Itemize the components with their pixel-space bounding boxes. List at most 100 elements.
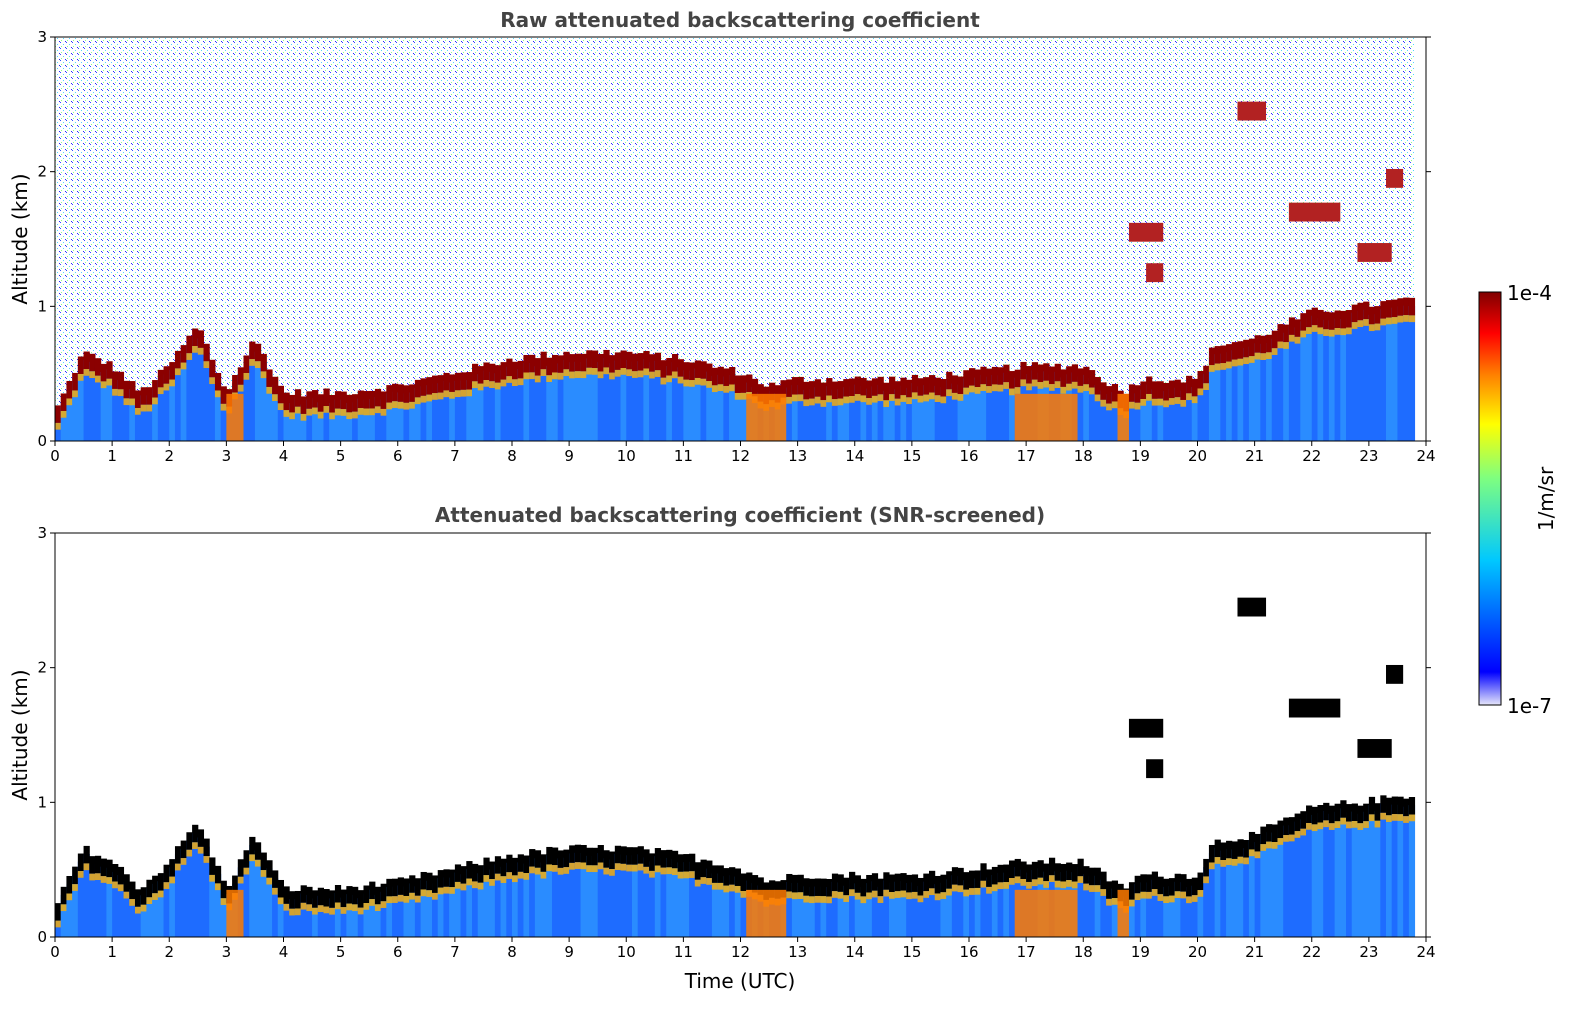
boundary-layer-top-cell (666, 849, 673, 868)
boundary-layer-transition-cell (483, 875, 490, 882)
boundary-layer-column (1083, 374, 1090, 441)
boundary-layer-transition-cell (889, 892, 896, 899)
boundary-layer-top-cell (717, 865, 724, 883)
boundary-layer-top-cell (1071, 864, 1079, 882)
boundary-layer-transition-cell (123, 398, 130, 406)
boundary-layer-top-cell (1220, 345, 1227, 364)
boundary-layer-column (1083, 874, 1090, 937)
boundary-layer-column (312, 898, 319, 937)
boundary-layer-transition-cell (586, 367, 593, 375)
boundary-layer-column (220, 394, 227, 441)
boundary-layer-top-cell (534, 850, 542, 868)
boundary-layer-column (117, 874, 125, 937)
axis-ticks: 0 1 2 3 4 5 6 7 8 9 10 11 12 13 14 15 16 17 18 19 20 21 22 23 24… (37, 524, 1435, 961)
boundary-layer-transition-cell (711, 882, 719, 890)
boundary-layer-column (94, 366, 102, 441)
boundary-layer-column (397, 885, 404, 937)
boundary-layer-transition-cell (677, 376, 684, 384)
boundary-layer-column (66, 884, 73, 937)
boundary-layer-top-cell (660, 850, 667, 868)
boundary-layer-top-cell (614, 352, 622, 370)
boundary-layer-column (186, 343, 193, 441)
boundary-layer-transition-cell (426, 394, 433, 402)
boundary-layer-transition-cell (449, 391, 456, 399)
boundary-layer-column (849, 879, 856, 937)
boundary-layer-top-cell (232, 375, 239, 393)
boundary-layer-top-cell (786, 873, 793, 892)
boundary-layer-column (574, 361, 582, 441)
boundary-layer-transition-cell (1140, 891, 1147, 899)
boundary-layer-column (917, 386, 924, 441)
boundary-layer-top-cell (791, 377, 799, 395)
boundary-layer-transition-cell (123, 891, 130, 899)
boundary-layer-top-cell (877, 376, 884, 395)
y-tick-label: 2 (37, 659, 47, 677)
boundary-layer-transition-cell (289, 412, 296, 420)
boundary-layer-transition-cell (140, 904, 147, 912)
boundary-layer-transition-cell (214, 883, 222, 891)
boundary-layer-transition-cell (209, 874, 216, 882)
boundary-layer-column (1094, 875, 1101, 937)
boundary-layer-top-cell (1283, 817, 1290, 836)
boundary-layer-top-cell (934, 875, 941, 894)
boundary-layer-top-cell (631, 847, 639, 865)
boundary-layer-top-cell (974, 870, 981, 888)
boundary-layer-transition-cell (83, 863, 90, 871)
boundary-layer-column (883, 880, 890, 937)
boundary-layer-column (654, 360, 662, 441)
boundary-layer-top-cell (409, 875, 416, 893)
boundary-layer-top-cell (1077, 858, 1084, 877)
boundary-layer-transition-cell (637, 370, 644, 378)
x-tick-label: 22 (1302, 447, 1321, 465)
boundary-layer-top-cell (1100, 382, 1107, 400)
boundary-layer-transition-cell (1300, 828, 1307, 836)
boundary-layer-transition-cell (1351, 322, 1358, 329)
boundary-layer-top-cell (837, 381, 844, 399)
boundary-layer-transition-cell (809, 398, 816, 406)
boundary-layer-transition-cell (243, 867, 250, 875)
boundary-layer-column (1111, 888, 1119, 937)
boundary-layer-top-cell (134, 390, 142, 408)
boundary-layer-top-cell (352, 886, 359, 905)
boundary-layer-top-cell (1317, 805, 1324, 823)
boundary-layer-column (906, 387, 913, 441)
boundary-layer-transition-cell (717, 384, 724, 392)
boundary-layer-transition-cell (129, 899, 136, 906)
boundary-layer-column (529, 362, 536, 441)
boundary-layer-transition-cell (369, 408, 376, 416)
boundary-layer-column (1323, 810, 1330, 937)
boundary-layer-transition-cell (1226, 858, 1233, 866)
x-tick-label: 19 (1131, 447, 1150, 465)
boundary-layer-top-cell (569, 845, 576, 863)
boundary-layer-column (569, 362, 576, 441)
boundary-layer-transition-cell (980, 880, 987, 888)
x-tick-label: 15 (902, 447, 921, 465)
boundary-layer-transition-cell (146, 897, 153, 905)
x-axis-label: Time (UTC) (684, 969, 796, 993)
boundary-layer-transition-cell (883, 889, 890, 897)
boundary-layer-column (1294, 821, 1301, 937)
x-tick-label: 8 (507, 447, 517, 465)
boundary-layer-top-cell (283, 886, 290, 904)
boundary-layer-top-cell (717, 366, 724, 385)
x-tick-label: 2 (164, 447, 174, 465)
boundary-layer-transition-cell (791, 394, 799, 402)
boundary-layer-column (974, 878, 981, 937)
boundary-layer-top-cell (1306, 309, 1313, 328)
boundary-layer-top-cell (266, 369, 273, 387)
boundary-layer-transition-cell (1094, 394, 1101, 402)
boundary-layer-transition-cell (649, 870, 656, 878)
boundary-layer-transition-cell (854, 394, 861, 401)
x-tick-label: 1 (107, 447, 117, 465)
boundary-layer-column (546, 365, 553, 441)
boundary-layer-transition-cell (563, 867, 570, 874)
boundary-layer-top-cell (506, 854, 513, 873)
boundary-layer-transition-cell (489, 879, 496, 886)
boundary-layer-transition-cell (923, 891, 930, 898)
colorbar-min-label: 1e-7 (1507, 694, 1552, 718)
boundary-layer-transition-cell (529, 866, 536, 874)
boundary-layer-column (1403, 305, 1410, 441)
boundary-layer-top-cell (163, 864, 170, 883)
x-tick-label: 20 (1188, 943, 1207, 961)
boundary-layer-top-cell (1163, 382, 1170, 401)
